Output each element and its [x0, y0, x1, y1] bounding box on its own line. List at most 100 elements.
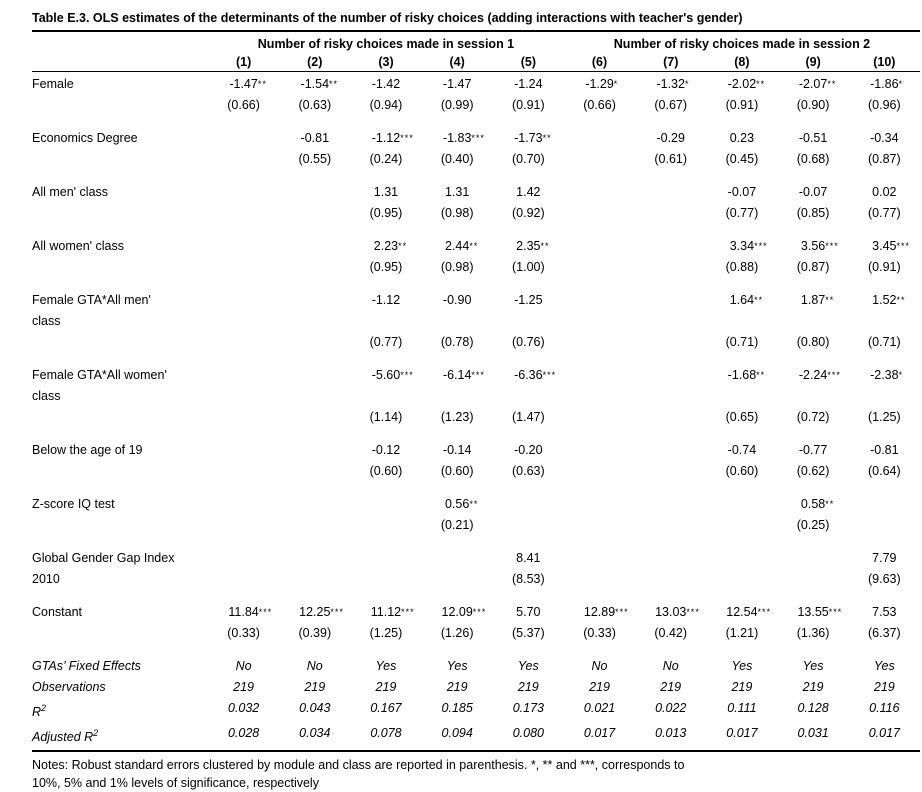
significance-stars: ** [469, 241, 479, 251]
notes-line-1: Notes: Robust standard errors clustered … [32, 758, 685, 773]
coef-cell: 2.23 ** (0.95) [350, 236, 421, 290]
coef-cell [706, 494, 777, 548]
coef-cell: -2.38 * (1.25) [849, 365, 920, 440]
coef-line: -1.47 ** [208, 74, 279, 95]
stats-cell: 0.032 [227, 701, 260, 715]
coef-line: -2.38 * [849, 365, 920, 386]
coef-cell: 0.23 (0.45) [706, 128, 777, 182]
coef-cell: 1.87 ** (0.80) [778, 290, 849, 365]
table-row: Below the age of 19 -0.12 (0.60) -0.14 (0.60… [32, 440, 920, 494]
significance-stars: * [684, 79, 690, 89]
standard-error: (8.53) [512, 572, 545, 586]
coef-value: 7.53 [872, 605, 897, 619]
coef-cell: -5.60 *** (1.14) [350, 365, 421, 440]
row-label: All women' class [32, 236, 208, 290]
coef-value: 3.56 *** [801, 239, 838, 253]
gap-line [350, 386, 421, 407]
stats-cell: 219 [233, 680, 255, 694]
significance-stars: *** [754, 241, 768, 251]
coef-cell: 2.44 ** (0.98) [422, 236, 493, 290]
coef-line: 0.58 ** [778, 494, 849, 515]
standard-error: (0.98) [440, 260, 474, 274]
coef-cell: 12.25 *** (0.39) [279, 602, 350, 656]
standard-error: (0.88) [725, 260, 759, 274]
coef-line: -0.20 [493, 440, 564, 461]
coef-value: 13.03 *** [655, 605, 699, 619]
coef-cell [208, 182, 279, 236]
coef-line: -2.24 *** [778, 365, 849, 386]
gap-line [493, 311, 564, 332]
stats-cell: 0.034 [279, 723, 351, 753]
coef-line: -1.73 ** [493, 128, 564, 149]
coef-line: 1.42 [493, 182, 564, 203]
significance-stars: ** [896, 295, 906, 305]
group-header-session1: Number of risky choices made in session … [257, 37, 515, 51]
coef-value: -1.83 *** [443, 131, 484, 145]
coef-value: -1.86 * [870, 77, 902, 91]
coef-value: 2.44 ** [445, 239, 477, 253]
column-number: (7) [635, 53, 707, 72]
row-label-line1: Constant [32, 605, 83, 619]
coef-cell: 1.31 (0.98) [422, 182, 493, 236]
standard-error: (0.77) [868, 206, 901, 220]
row-label-line1: Female [32, 77, 74, 91]
coef-cell: -1.24 (0.91) [493, 72, 564, 129]
coef-cell [279, 290, 350, 365]
coef-line: -1.25 [493, 290, 564, 311]
stats-cell: 0.031 [777, 723, 849, 753]
coef-cell [350, 494, 421, 548]
coef-value: -1.47 ** [229, 77, 266, 91]
coef-cell [279, 182, 350, 236]
coef-cell: -1.12 *** (0.24) [350, 128, 421, 182]
coef-line: -0.81 [849, 440, 920, 461]
coef-cell: -1.12 (0.77) [350, 290, 421, 365]
stats-cell: 0.017 [848, 723, 920, 753]
coef-line: 11.84 *** [208, 602, 279, 623]
standard-error: (0.96) [868, 98, 901, 112]
coef-cell [635, 494, 706, 548]
coef-cell: -1.54 ** (0.63) [279, 72, 350, 129]
coef-cell: 12.89 *** (0.33) [564, 602, 635, 656]
standard-error: (0.95) [369, 206, 403, 220]
coef-cell: -0.07 (0.77) [706, 182, 777, 236]
coef-cell: 3.45 *** (0.91) [849, 236, 920, 290]
standard-error: (0.90) [796, 98, 830, 112]
coef-cell [706, 548, 777, 602]
coef-line: 2.44 ** [422, 236, 493, 257]
standard-error: (0.42) [654, 626, 688, 640]
coef-line: -1.83 *** [422, 128, 493, 149]
row-label: Global Gender Gap Index 2010 [32, 548, 208, 602]
stats-cell: 0.022 [655, 701, 687, 715]
coef-cell: -0.90 (0.78) [422, 290, 493, 365]
stats-cell: No [306, 659, 323, 673]
standard-error: (0.21) [440, 518, 474, 532]
coef-cell: -2.02 ** (0.91) [706, 72, 777, 129]
stats-rows: GTAs’ Fixed Effects No No Yes Yes Yes No No Yes Y… [32, 656, 920, 753]
standard-error: (0.63) [512, 464, 545, 478]
coef-cell: -0.74 (0.60) [706, 440, 777, 494]
coef-value: -1.24 [514, 77, 543, 91]
coef-cell: -0.81 (0.64) [849, 440, 920, 494]
gap-line [706, 386, 777, 407]
coef-line: 7.53 [849, 602, 920, 623]
column-number: (1) [208, 53, 280, 72]
coef-cell [564, 494, 635, 548]
column-number: (10) [848, 53, 920, 72]
table-row: Constant 11.84 *** (0.33) 12.25 *** (0.39) 11.1… [32, 602, 920, 656]
stats-cell: Yes [446, 659, 468, 673]
coef-line: 8.41 [493, 548, 564, 569]
coef-cell [208, 494, 279, 548]
stats-cell: 0.185 [441, 701, 473, 715]
coef-cell [279, 440, 350, 494]
coef-line: 1.87 ** [778, 290, 849, 311]
standard-error: (0.24) [369, 152, 403, 166]
row-label-line1: Economics Degree [32, 131, 138, 145]
coef-line: -0.51 [778, 128, 849, 149]
standard-error: (0.77) [369, 335, 403, 349]
coef-value: 1.31 [444, 185, 470, 199]
standard-error: (0.25) [796, 518, 830, 532]
standard-error: (0.64) [868, 464, 901, 478]
coef-cell: 0.02 (0.77) [849, 182, 920, 236]
coef-line: 5.70 [493, 602, 564, 623]
coef-line: 0.02 [849, 182, 920, 203]
